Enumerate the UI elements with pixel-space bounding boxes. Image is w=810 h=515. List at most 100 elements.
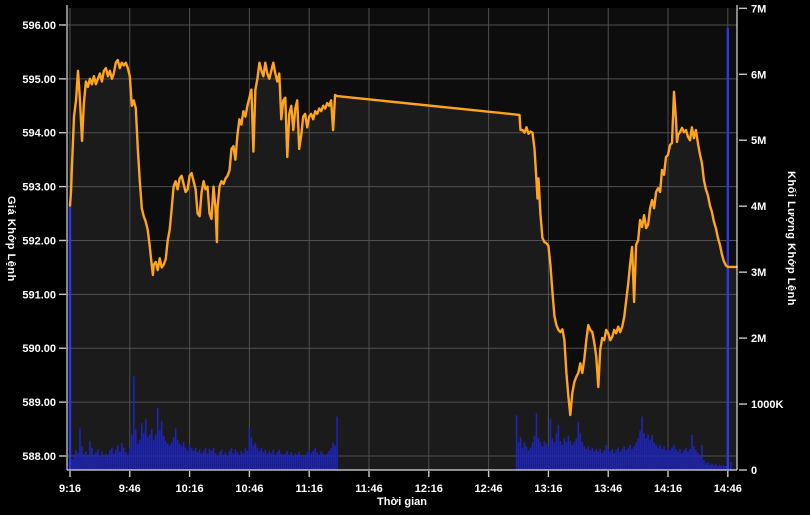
left-tick-label: 593.00: [22, 182, 56, 194]
volume-bar: [156, 408, 159, 470]
volume-bar: [545, 443, 548, 470]
volume-bar: [541, 446, 544, 470]
volume-bar: [270, 453, 273, 470]
volume-bar: [639, 430, 641, 470]
volume-bar: [196, 452, 199, 470]
volume-bar: [282, 456, 285, 470]
volume-bar: [260, 448, 263, 470]
volume-bar: [164, 441, 167, 470]
volume-bar: [182, 442, 185, 470]
volume-bar: [192, 450, 195, 470]
volume-bar: [330, 448, 332, 470]
volume-bar: [665, 450, 667, 470]
x-tick-label: 12:16: [415, 483, 443, 495]
volume-bar: [587, 446, 590, 470]
volume-bar: [310, 453, 312, 470]
volume-bar: [647, 434, 649, 470]
volume-bar: [308, 449, 310, 470]
volume-bar: [190, 448, 193, 470]
volume-bar: [322, 453, 324, 470]
volume-bar: [615, 450, 617, 470]
volume-bar: [645, 438, 647, 470]
right-tick-label: 7M: [751, 3, 766, 15]
x-tick-label: 12:46: [475, 483, 503, 495]
right-tick-label: 3M: [751, 267, 766, 279]
volume-bar: [240, 450, 243, 470]
volume-bar: [701, 444, 703, 470]
volume-bar: [326, 453, 328, 470]
volume-bar: [214, 453, 217, 470]
volume-bar: [238, 454, 241, 470]
volume-bar: [268, 450, 271, 470]
volume-bar: [226, 455, 229, 470]
volume-bar: [230, 448, 233, 470]
volume-bar: [302, 457, 305, 470]
volume-bar: [527, 450, 530, 470]
volume-bar: [128, 448, 131, 470]
volume-bar: [699, 456, 701, 470]
volume-bar: [591, 447, 594, 470]
volume-bar: [258, 450, 261, 470]
volume-bar: [655, 444, 657, 470]
volume-bar: [663, 446, 665, 470]
volume-bar: [561, 444, 564, 470]
volume-bar: [627, 447, 629, 470]
volume-bar: [244, 448, 247, 470]
volume-bar: [252, 445, 255, 470]
right-axis-title: Khối Lượng Khớp Lệnh: [785, 171, 797, 307]
volume-bar: [224, 452, 227, 470]
volume-bar: [553, 442, 556, 470]
volume-bar: [519, 437, 522, 470]
left-tick-label: 594.00: [22, 128, 56, 140]
volume-bar: [324, 456, 326, 470]
volume-bar: [637, 438, 639, 470]
volume-bar: [127, 454, 129, 470]
volume-bar: [691, 435, 693, 470]
left-tick-label: 588.00: [22, 451, 56, 463]
x-axis-title: Thời gian: [377, 496, 427, 508]
right-tick-label: 6M: [751, 69, 766, 81]
left-tick-label: 592.00: [22, 235, 56, 247]
volume-bar: [204, 448, 207, 470]
volume-bar: [565, 442, 568, 470]
volume-bar: [290, 452, 293, 470]
volume-bar: [186, 450, 189, 470]
volume-bar: [533, 435, 536, 470]
volume-bar: [77, 452, 79, 470]
volume-bar: [105, 453, 107, 470]
volume-bar: [300, 454, 303, 470]
volume-bar: [625, 450, 627, 470]
volume-bar: [703, 460, 705, 470]
volume-bar: [689, 448, 691, 470]
left-tick-label: 590.00: [22, 343, 56, 355]
volume-bar: [697, 452, 699, 470]
left-tick-label: 596.00: [22, 20, 56, 32]
volume-bar: [296, 456, 299, 470]
volume-bar: [531, 442, 534, 470]
x-tick-label: 9:16: [59, 483, 81, 495]
volume-bar: [611, 448, 614, 470]
volume-bar: [93, 454, 95, 470]
volume-bar: [220, 449, 223, 470]
volume-bar: [134, 429, 137, 470]
volume-bar: [103, 457, 105, 470]
volume-bar: [593, 451, 596, 470]
volume-bar: [318, 454, 320, 470]
volume-bar: [130, 434, 133, 470]
x-tick-label: 10:16: [176, 483, 204, 495]
volume-bar: [140, 423, 143, 470]
volume-bar: [567, 435, 570, 470]
volume-bar: [705, 463, 707, 470]
volume-bar: [254, 443, 257, 470]
volume-bar: [284, 453, 287, 470]
volume-bar: [603, 450, 606, 470]
volume-bar: [294, 453, 297, 470]
left-axis-title: Giá Khớp Lệnh: [5, 196, 17, 282]
volume-bar: [232, 453, 235, 470]
volume-bar: [68, 202, 72, 470]
volume-bar: [99, 455, 101, 470]
volume-bar: [109, 450, 111, 470]
volume-bar: [573, 442, 576, 470]
volume-bar: [146, 437, 149, 470]
